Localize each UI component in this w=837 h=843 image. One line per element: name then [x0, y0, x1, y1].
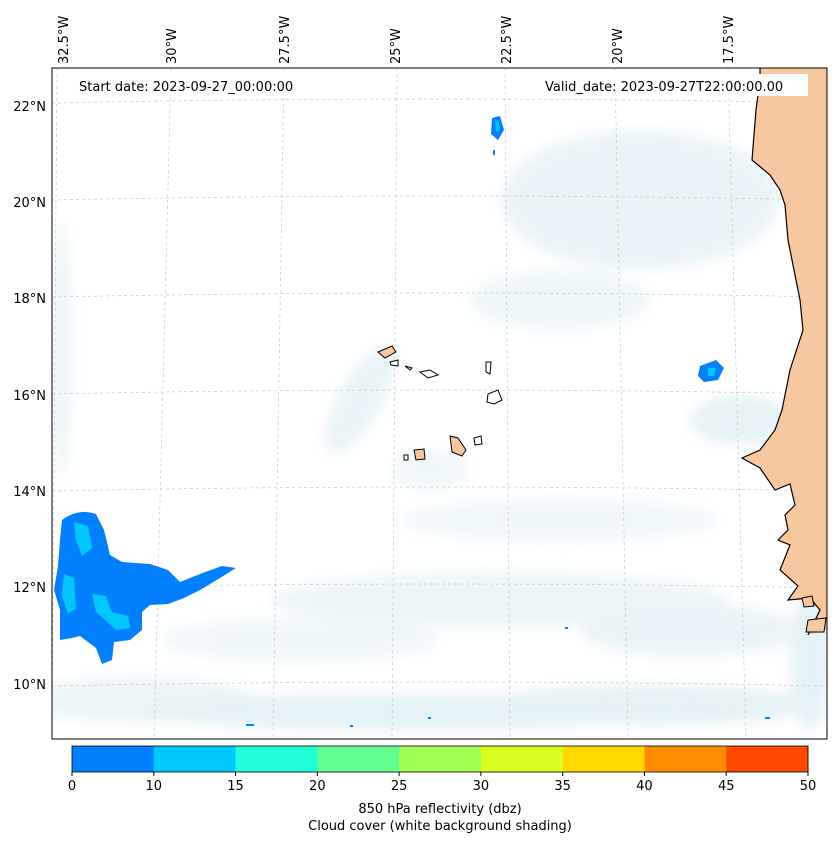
lon-label: 32.5°W — [57, 16, 72, 64]
cape-verde-islands — [377, 345, 503, 461]
colorbar-tick-label: 35 — [554, 779, 571, 794]
colorbar-tick-label: 50 — [800, 779, 817, 794]
lon-label: 17.5°W — [722, 16, 737, 64]
start-date-box — [72, 74, 312, 96]
colorbar-segment — [72, 746, 155, 772]
lon-label: 27.5°W — [278, 16, 293, 64]
lat-label: 18°N — [13, 292, 46, 307]
start-date-label: Start date: 2023-09-27_00:00:00 — [79, 80, 293, 95]
colorbar-segment — [317, 746, 400, 772]
colorbar-segment — [399, 746, 482, 772]
colorbar-tick-label: 30 — [473, 779, 490, 794]
colorbar-label: 850 hPa reflectivity (dbz) — [358, 802, 521, 817]
lon-label: 20°W — [611, 28, 626, 64]
reflectivity-echoes — [54, 116, 770, 727]
lon-label: 30°W — [165, 28, 180, 64]
colorbar-tick-label: 10 — [146, 779, 163, 794]
latitude-labels: 22°N 20°N 18°N 16°N 14°N 12°N 10°N — [13, 100, 46, 693]
african-landmass — [740, 68, 827, 636]
colorbar-tick-label: 25 — [391, 779, 408, 794]
lat-label: 12°N — [13, 581, 46, 596]
colorbar-segment — [235, 746, 318, 772]
colorbar: 0 10 15 20 25 30 35 40 45 50 — [68, 745, 817, 794]
map-plot-area: Start date: 2023-09-27_00:00:00 Valid_da… — [52, 68, 827, 739]
lat-label: 16°N — [13, 389, 46, 404]
colorbar-segment — [480, 746, 564, 772]
colorbar-segment — [726, 746, 809, 772]
map-frame — [51, 67, 828, 740]
colorbar-tick-label: 40 — [636, 779, 653, 794]
colorbar-segment — [153, 746, 237, 772]
colorbar-tick-label: 45 — [718, 779, 735, 794]
colorbar-segment — [644, 746, 727, 772]
colorbar-tick-label: 20 — [309, 779, 326, 794]
lat-label: 20°N — [13, 196, 46, 211]
lon-label: 22.5°W — [500, 16, 515, 64]
lat-label: 14°N — [13, 485, 46, 500]
longitude-labels: 32.5°W 30°W 27.5°W 25°W 22.5°W 20°W 17.5… — [57, 16, 737, 64]
valid-date-box — [540, 74, 808, 96]
colorbar-tick-label: 0 — [68, 779, 76, 794]
colorbar-frame — [71, 745, 809, 773]
cloud-cover-shading — [52, 130, 827, 730]
colorbar-segment — [562, 746, 645, 772]
lon-label: 25°W — [389, 28, 404, 64]
colorbar-sublabel: Cloud cover (white background shading) — [308, 819, 572, 834]
lat-label: 10°N — [13, 678, 46, 693]
valid-date-label: Valid_date: 2023-09-27T22:00:00.00 — [545, 80, 783, 95]
lat-label: 22°N — [13, 100, 46, 115]
colorbar-tick-label: 15 — [227, 779, 244, 794]
